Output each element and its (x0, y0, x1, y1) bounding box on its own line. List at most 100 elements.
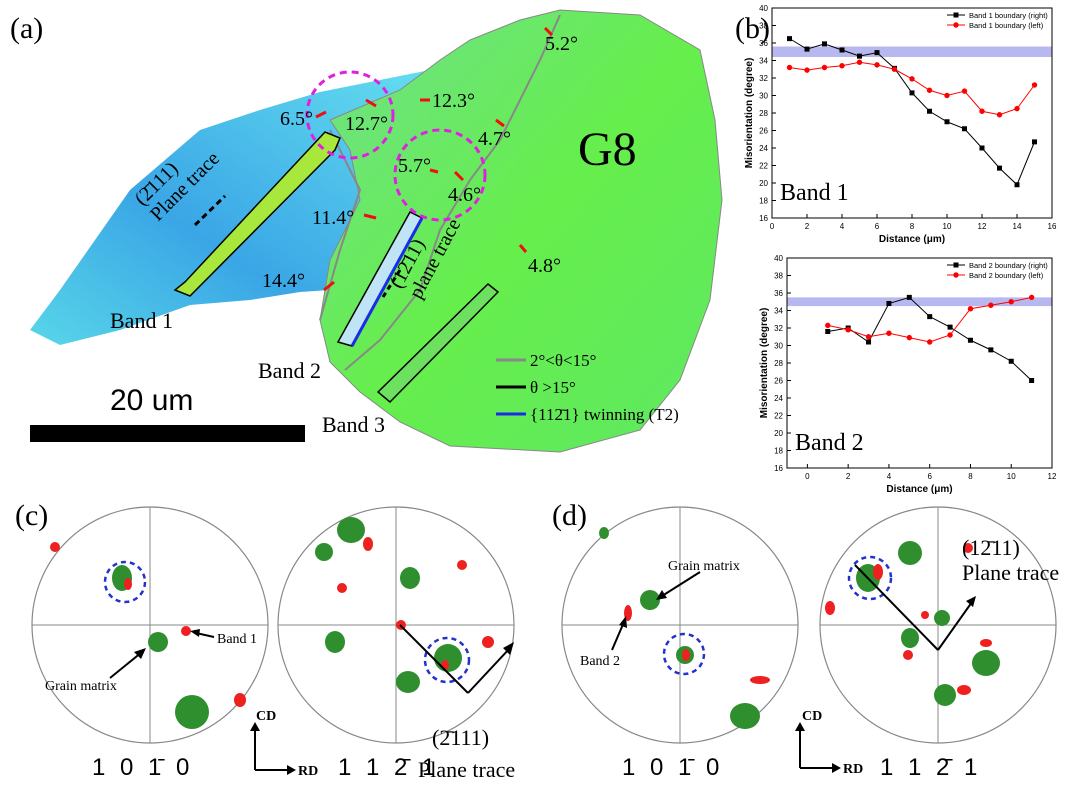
angle-label: 12.3° (432, 90, 475, 112)
legend-label: Band 2 boundary (right) (969, 261, 1048, 270)
marker (926, 87, 933, 93)
annotation: Grain matrix (45, 679, 117, 694)
marker (1014, 182, 1020, 188)
x-tick-label: 10 (1007, 472, 1016, 481)
marker (857, 53, 862, 59)
y-tick-label: 18 (759, 197, 768, 206)
y-tick-label: 26 (774, 377, 783, 386)
legend-label: θ >15° (530, 378, 576, 397)
marker (1028, 294, 1035, 301)
y-tick-label: 20 (759, 179, 768, 188)
x-axis-label: Distance (μm) (879, 234, 945, 245)
marker (1014, 105, 1020, 112)
marker (786, 64, 793, 71)
angle-label: 6.5° (280, 108, 313, 130)
marker (944, 92, 950, 99)
red-markers (315, 26, 554, 292)
marker (865, 334, 872, 340)
marker (944, 119, 950, 125)
y-tick-label: 36 (759, 39, 768, 48)
marker (927, 108, 932, 114)
y-tick-label: 32 (774, 324, 783, 333)
highlight-circle (393, 128, 487, 222)
y-tick-label: 24 (774, 394, 783, 403)
y-axis-label: Misorientation (degree) (744, 58, 755, 169)
marker (927, 314, 933, 320)
x-tick-label: 0 (805, 472, 810, 481)
x-tick-label: 4 (887, 472, 892, 481)
marker (962, 126, 967, 132)
y-tick-label: 34 (774, 307, 783, 316)
x-tick-label: 14 (1013, 222, 1022, 231)
series-line (789, 61, 1035, 116)
marker (891, 66, 898, 72)
angle-label: 5.7° (398, 155, 431, 177)
plane-trace-text: Plane trace (418, 757, 515, 782)
marker (856, 59, 863, 65)
angle-label: 14.4° (262, 270, 305, 292)
legend-label: 2°<θ<15° (530, 351, 596, 370)
scale-bar (30, 425, 305, 442)
marker (821, 64, 828, 71)
y-tick-label: 16 (774, 464, 783, 473)
angle-label: 11.4° (312, 207, 354, 229)
highlight-band (787, 297, 1052, 307)
marker (967, 306, 974, 312)
marker (979, 108, 985, 114)
highlight-band (772, 46, 1052, 57)
y-tick-label: 40 (774, 254, 783, 263)
x-tick-label: 8 (968, 472, 973, 481)
pole-figure-label: 1 1 2̄ 1 (338, 754, 439, 781)
y-axis-label: Misorientation (degree) (759, 308, 770, 419)
x-tick-label: 6 (927, 472, 932, 481)
pole-figure-label: 1 0 1̄ 0 (622, 754, 723, 781)
legend-marker (953, 22, 959, 28)
marker (967, 337, 973, 343)
x-tick-label: 2 (846, 472, 851, 481)
marker (845, 327, 851, 333)
marker (1008, 299, 1014, 305)
legend-label: Band 2 boundary (left) (969, 271, 1044, 280)
marker (926, 339, 933, 345)
legend-marker (953, 262, 959, 268)
marker (947, 324, 953, 330)
y-tick-label: 28 (774, 359, 783, 368)
marker (1008, 358, 1014, 364)
marker (839, 47, 845, 53)
panel-label: (b) (735, 12, 770, 45)
panel-label: (a) (10, 12, 43, 45)
low-angle-boundary (344, 14, 561, 371)
y-tick-label: 26 (759, 127, 768, 136)
series-line (789, 38, 1035, 186)
y-tick-label: 38 (774, 272, 783, 281)
grain-g8 (319, 9, 723, 453)
marker (906, 294, 912, 300)
ebsd-map: 5.2° 12.3° 6.5° 12.7° 4.7° 5.7° 4.6° 11.… (10, 9, 723, 453)
marker (909, 76, 915, 82)
y-tick-label: 22 (759, 162, 768, 171)
y-tick-label: 34 (759, 57, 768, 66)
marker (886, 301, 892, 306)
y-tick-label: 32 (759, 74, 768, 83)
band-label: Band 1 (110, 308, 173, 333)
angle-label: 4.7° (478, 128, 511, 150)
marker (866, 339, 872, 345)
chart-annotation: Band 1 (780, 180, 849, 206)
x-tick-label: 12 (1048, 472, 1057, 481)
map-legend: 2°<θ<15° θ >15° {112̄1} twinning (T2) (496, 351, 679, 424)
marker (947, 332, 953, 338)
marker (825, 322, 831, 329)
legend-marker (953, 272, 959, 278)
axis-label: RD (298, 764, 318, 779)
chart-annotation: Band 2 (795, 430, 864, 456)
legend-label: {112̄1} twinning (T2) (530, 405, 679, 424)
marker (1029, 378, 1035, 383)
marker (906, 334, 913, 341)
marker (825, 329, 831, 334)
x-tick-label: 6 (875, 222, 880, 231)
pole-figures-d: (d) Grain matrix Band 2 (12̄11) Plane tr… (552, 499, 1059, 781)
pole-figure-label: 1 0 1̄ 0 (92, 754, 193, 781)
